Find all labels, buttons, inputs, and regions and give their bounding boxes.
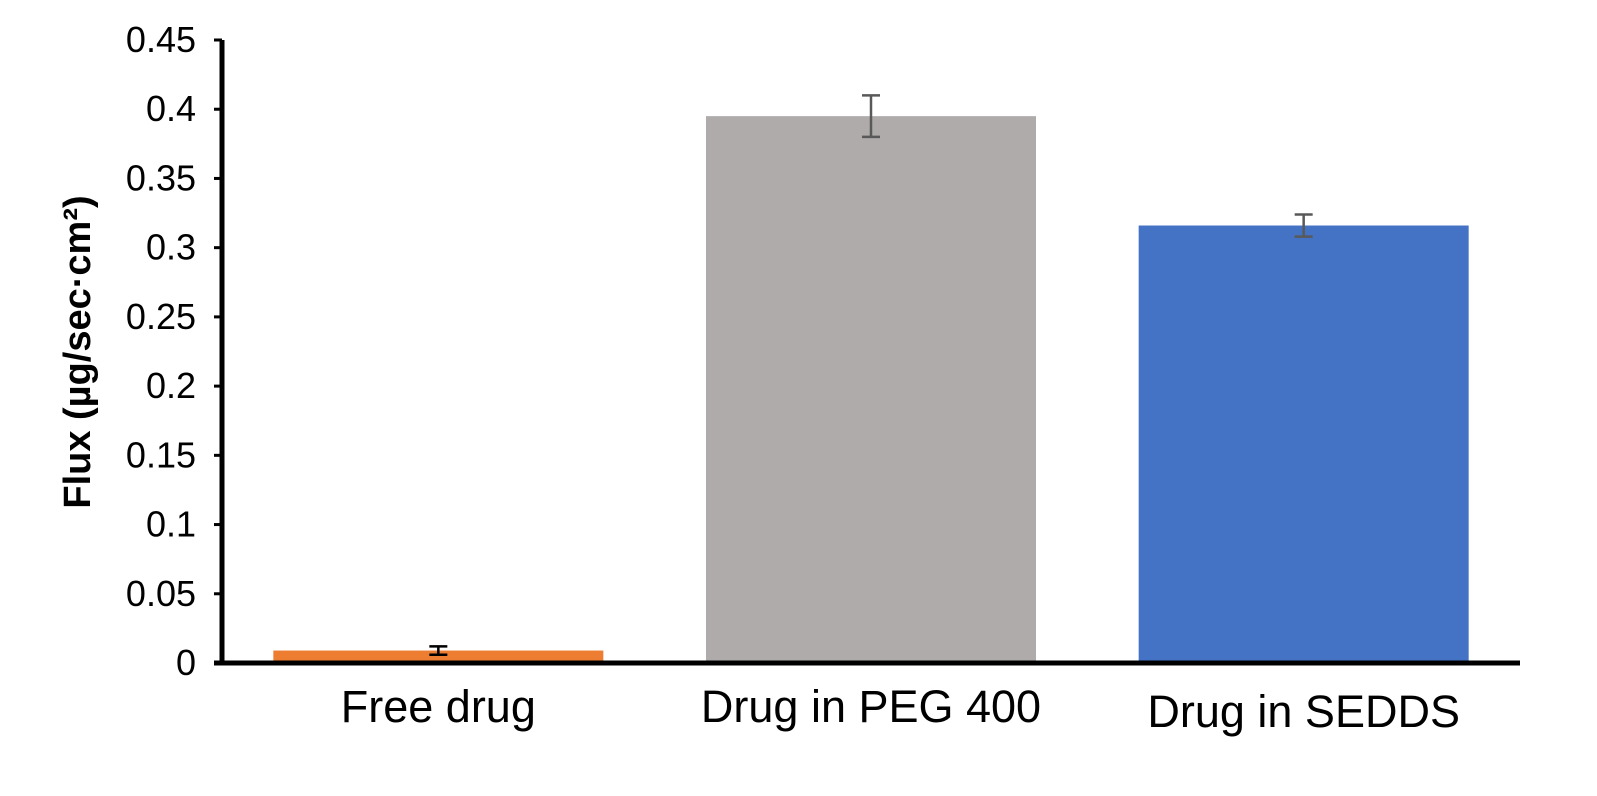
error-bars-group: [429, 94, 1313, 656]
x-tick-label: Drug in PEG 400: [701, 681, 1041, 732]
y-tick-label: 0.35: [126, 157, 196, 198]
axes-group: [214, 40, 1520, 666]
bar-drug-in-peg-400: [706, 116, 1036, 663]
error-bar: [429, 645, 448, 656]
y-tick-label: 0.3: [146, 227, 196, 268]
y-axis-title-group: Flux (µg/sec·cm²): [57, 195, 99, 508]
error-bar: [1294, 213, 1313, 238]
y-tick-label: 0.05: [126, 573, 196, 614]
y-tick-label: 0.45: [126, 19, 196, 60]
y-axis-ticks: 0 0.05 0.1 0.15 0.2 0.25 0.3 0.35 0.4 0.45: [126, 19, 222, 683]
y-axis-title: Flux (µg/sec·cm²): [57, 195, 99, 508]
x-tick-label: Free drug: [341, 681, 536, 732]
y-tick-label: 0.15: [126, 434, 196, 475]
bars-group: [273, 116, 1469, 663]
y-tick-label: 0.25: [126, 296, 196, 337]
y-tick-label: 0.2: [146, 365, 196, 406]
error-bar: [862, 94, 880, 139]
y-tick-label: 0: [176, 642, 196, 683]
y-tick-label: 0.1: [146, 504, 196, 545]
bar-free-drug: [273, 650, 604, 663]
x-axis-labels: Free drug Drug in PEG 400 Drug in SEDDS: [341, 681, 1460, 737]
y-tick-label: 0.4: [146, 88, 196, 129]
bar-drug-in-sedds: [1138, 225, 1469, 663]
x-tick-label: Drug in SEDDS: [1147, 686, 1460, 737]
